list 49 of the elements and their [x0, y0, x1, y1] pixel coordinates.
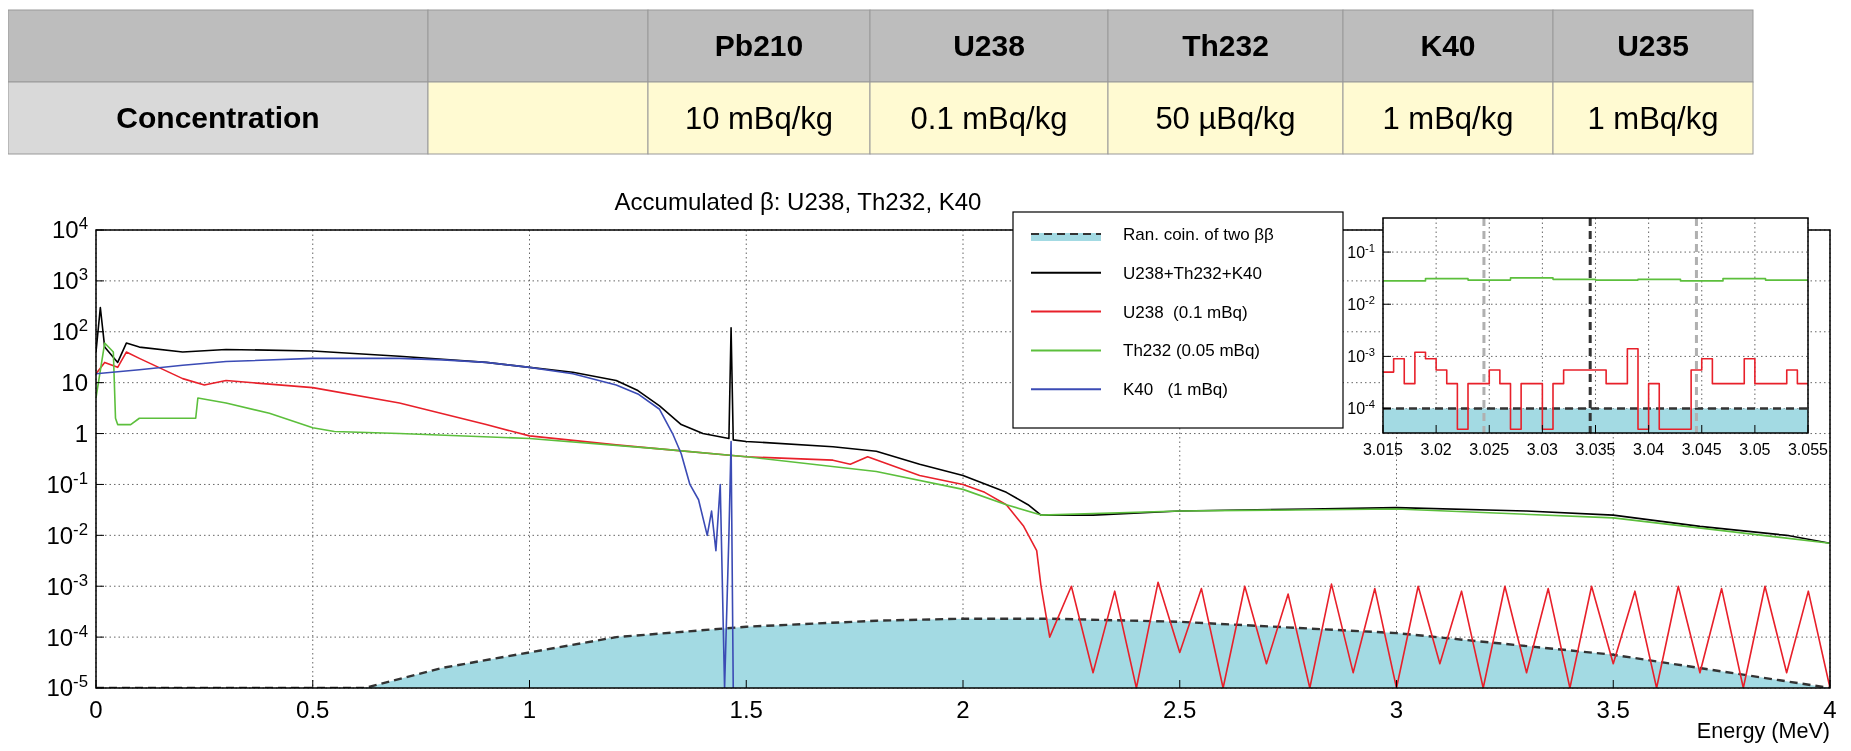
y-tick-label: 10$^{-3}$ — [1347, 346, 1375, 365]
text: 50 µBq/kg — [1155, 101, 1296, 136]
line-series — [96, 357, 735, 688]
category-label: U238 — [953, 29, 1025, 62]
y-tick-label: 10$^{-4}$ — [46, 621, 88, 651]
y-tick-label: 10$^{-3}$ — [46, 570, 88, 600]
x-tick-label: 2.5 — [1163, 696, 1197, 723]
y-tick-label: 10$^{4}$ — [51, 213, 88, 244]
y-tick-label: 10$^{3}$ — [51, 264, 88, 295]
x-tick-label: 3.5 — [1596, 696, 1630, 723]
x-tick-label: 2 — [956, 696, 970, 723]
x-tick-label: 3.05 — [1739, 441, 1771, 458]
y-tick-label: 10$^{-1}$ — [46, 468, 88, 498]
x-tick-label: 3.025 — [1469, 441, 1510, 458]
x-tick-label: 3.02 — [1420, 441, 1452, 458]
x-tick-label: 1 — [522, 696, 537, 723]
x-tick-label: 3.015 — [1362, 441, 1404, 458]
category-label: K40 — [1420, 29, 1476, 62]
x-tick-label: 3.04 — [1633, 441, 1665, 458]
y-tick-label: 10$^{-4}$ — [1347, 398, 1375, 418]
category-label: Pb210 — [714, 29, 804, 62]
x-tick-label: 3.03 — [1526, 441, 1559, 458]
x-tick-label: 3.045 — [1681, 441, 1722, 458]
y-tick-label: 10$^{-1}$ — [1347, 241, 1375, 261]
legend-label: U238+Th232+K40 — [1123, 263, 1262, 283]
legend-label: Th232 (0.05 mBq) — [1123, 341, 1261, 361]
x-tick-label: 3.055 — [1787, 441, 1829, 458]
text: 1 mBq/kg — [1587, 101, 1719, 136]
x-tick-label: 1.5 — [729, 696, 763, 723]
y-tick-label: 10 — [61, 369, 88, 397]
text: 1 mBq/kg — [1382, 101, 1514, 136]
y-tick-label: 10$^{2}$ — [51, 315, 88, 346]
text: 0.1 mBq/kg — [910, 101, 1068, 136]
line-series — [96, 342, 1830, 545]
category-label: U235 — [1617, 29, 1689, 62]
legend-label: U238 (0.1 mBq) — [1123, 302, 1248, 322]
x-tick-label: 3 — [1389, 696, 1404, 723]
legend-label: K40 (1 mBq) — [1123, 380, 1228, 400]
chart-title: Accumulated β: U238, Th232, K40 — [614, 188, 982, 215]
x-tick-label: 0.5 — [296, 696, 330, 723]
text: 10 mBq/kg — [684, 101, 834, 136]
category-label: Th232 — [1182, 29, 1269, 62]
legend-label: Ran. coin. of two ββ — [1123, 225, 1275, 244]
y-tick-label: 10$^{-5}$ — [46, 671, 88, 702]
x-tick-label: 0 — [89, 696, 103, 723]
y-tick-label: 10$^{-2}$ — [46, 519, 88, 549]
category-label: Concentration — [116, 101, 320, 134]
y-tick-label: 10$^{-2}$ — [1347, 293, 1375, 313]
x-tick-label: 3.035 — [1575, 441, 1616, 458]
